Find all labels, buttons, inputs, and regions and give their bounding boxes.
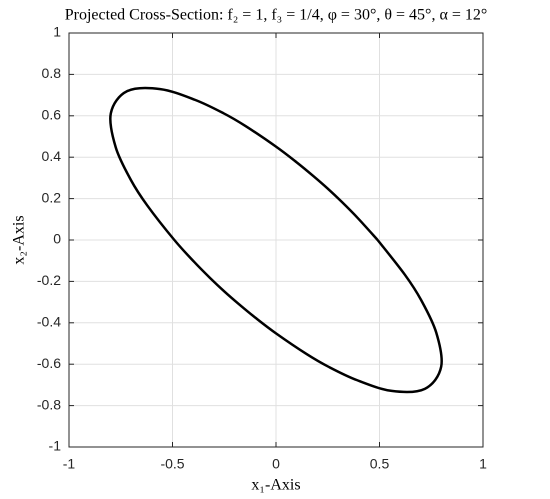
y-tick-label: 1 — [53, 24, 61, 40]
y-tick-label: -0.8 — [37, 396, 61, 412]
x-tick-label: -1 — [63, 456, 76, 472]
y-tick-label: 0.8 — [42, 65, 62, 81]
x-tick-label: 0.5 — [370, 456, 390, 472]
y-tick-label: 0.6 — [42, 107, 62, 123]
y-axis-label: x₂-Axis — [11, 215, 28, 264]
x-tick-label: -0.5 — [160, 456, 184, 472]
x-tick-label: 0 — [272, 456, 280, 472]
x-tick-label: 1 — [479, 456, 487, 472]
y-tick-label: 0.4 — [42, 148, 62, 164]
x-axis-label: x₁-Axis — [251, 477, 300, 494]
axes-box — [68, 32, 484, 448]
y-tick-label: 0.2 — [42, 189, 62, 205]
y-tick-label: 0 — [53, 231, 61, 247]
y-tick-label: -0.4 — [37, 314, 61, 330]
y-tick-label: -0.2 — [37, 272, 61, 288]
y-tick-label: -1 — [49, 438, 62, 454]
y-tick-label: -0.6 — [37, 355, 61, 371]
line-series — [109, 86, 443, 394]
chart-title: Projected Cross-Section: f₂ = 1, f₃ = 1/… — [65, 7, 488, 24]
